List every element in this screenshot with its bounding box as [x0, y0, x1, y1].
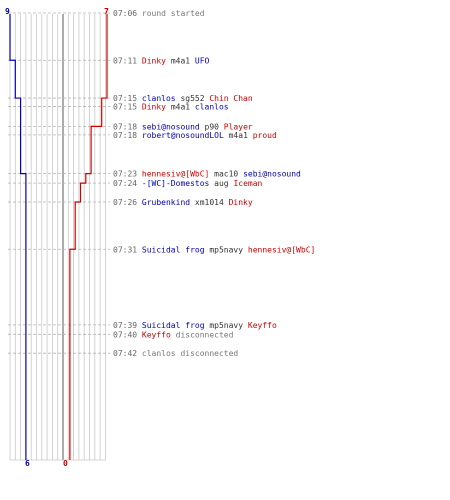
red-player-name: Player	[224, 122, 253, 131]
score-grid	[9, 14, 106, 461]
red-player-name: Dinky	[142, 56, 166, 65]
event-text: sg552	[176, 94, 210, 103]
red-player-name: Keyffo	[142, 330, 171, 339]
event-text: clanlos disconnected	[142, 349, 239, 358]
event-row: 07:23 hennesiv@[WbC] mac10 sebi@nosound	[113, 170, 301, 179]
event-row: 07:15 Dinky m4a1 clanlos	[113, 103, 229, 112]
event-text: aug	[209, 179, 233, 188]
red-player-name: Dinky	[229, 198, 253, 207]
event-text: m4a1	[166, 56, 195, 65]
event-time: 07:15	[113, 103, 142, 112]
event-row: 07:18 robert@nosoundLOL m4a1 proud	[113, 131, 277, 140]
event-time: 07:39	[113, 321, 142, 330]
red-team-score-line	[69, 14, 108, 460]
event-row: 07:26 Grubenkind xm1014 Dinky	[113, 198, 253, 207]
blue-player-name: Suicidal frog	[142, 245, 205, 254]
red-start-score: 7	[104, 7, 109, 16]
red-end-score: 0	[63, 459, 68, 468]
event-time: 07:26	[113, 198, 142, 207]
blue-player-name: UFO	[195, 56, 210, 65]
event-row: 07:15 clanlos sg552 Chin Chan	[113, 94, 253, 103]
event-text: mp5navy	[205, 321, 248, 330]
blue-player-name: clanlos	[195, 103, 229, 112]
red-player-name: hennesiv@[WbC]	[248, 245, 315, 254]
event-text: round started	[142, 9, 205, 18]
event-time: 07:11	[113, 56, 142, 65]
event-text: xm1014	[190, 198, 229, 207]
event-time: 07:06	[113, 9, 142, 18]
event-text: m4a1	[224, 131, 253, 140]
event-text: m4a1	[166, 103, 195, 112]
event-text: disconnected	[171, 330, 234, 339]
event-time: 07:40	[113, 330, 142, 339]
blue-player-name: robert@nosoundLOL	[142, 131, 224, 140]
blue-player-name: sebi@nosound	[243, 170, 301, 179]
score-lines	[9, 14, 108, 460]
event-time: 07:24	[113, 179, 142, 188]
event-time: 07:15	[113, 94, 142, 103]
blue-player-name: sebi@nosound	[142, 122, 200, 131]
red-player-name: proud	[253, 131, 277, 140]
red-player-name: Dinky	[142, 103, 166, 112]
event-row: 07:06 round started	[113, 9, 205, 18]
event-time: 07:23	[113, 170, 142, 179]
red-player-name: Chin Chan	[209, 94, 253, 103]
event-time: 07:18	[113, 122, 142, 131]
event-time: 07:18	[113, 131, 142, 140]
event-time: 07:31	[113, 245, 142, 254]
event-text: p90	[200, 122, 224, 131]
event-row: 07:31 Suicidal frog mp5navy hennesiv@[Wb…	[113, 245, 315, 254]
event-text: mac10	[209, 170, 243, 179]
event-row: 07:18 sebi@nosound p90 Player	[113, 122, 253, 131]
blue-player-name: -[WC]-Domestos	[142, 179, 210, 188]
event-text: mp5navy	[205, 245, 248, 254]
score-labels: 9 7 6 0	[5, 7, 109, 468]
red-player-name: hennesiv@[WbC]	[142, 170, 209, 179]
event-row: 07:11 Dinky m4a1 UFO	[113, 56, 210, 65]
event-row: 07:40 Keyffo disconnected	[113, 330, 234, 339]
blue-start-score: 9	[5, 7, 10, 16]
red-player-name: Iceman	[233, 179, 262, 188]
event-row: 07:39 Suicidal frog mp5navy Keyffo	[113, 321, 277, 330]
blue-player-name: Suicidal frog	[142, 321, 205, 330]
blue-team-score-line	[9, 14, 27, 460]
event-time: 07:42	[113, 349, 142, 358]
event-row: 07:42 clanlos disconnected	[113, 349, 238, 358]
red-player-name: Keyffo	[248, 321, 277, 330]
blue-player-name: clanlos	[142, 94, 176, 103]
blue-player-name: Grubenkind	[142, 198, 190, 207]
blue-end-score: 6	[25, 459, 30, 468]
event-row: 07:24 -[WC]-Domestos aug Iceman	[113, 179, 263, 188]
